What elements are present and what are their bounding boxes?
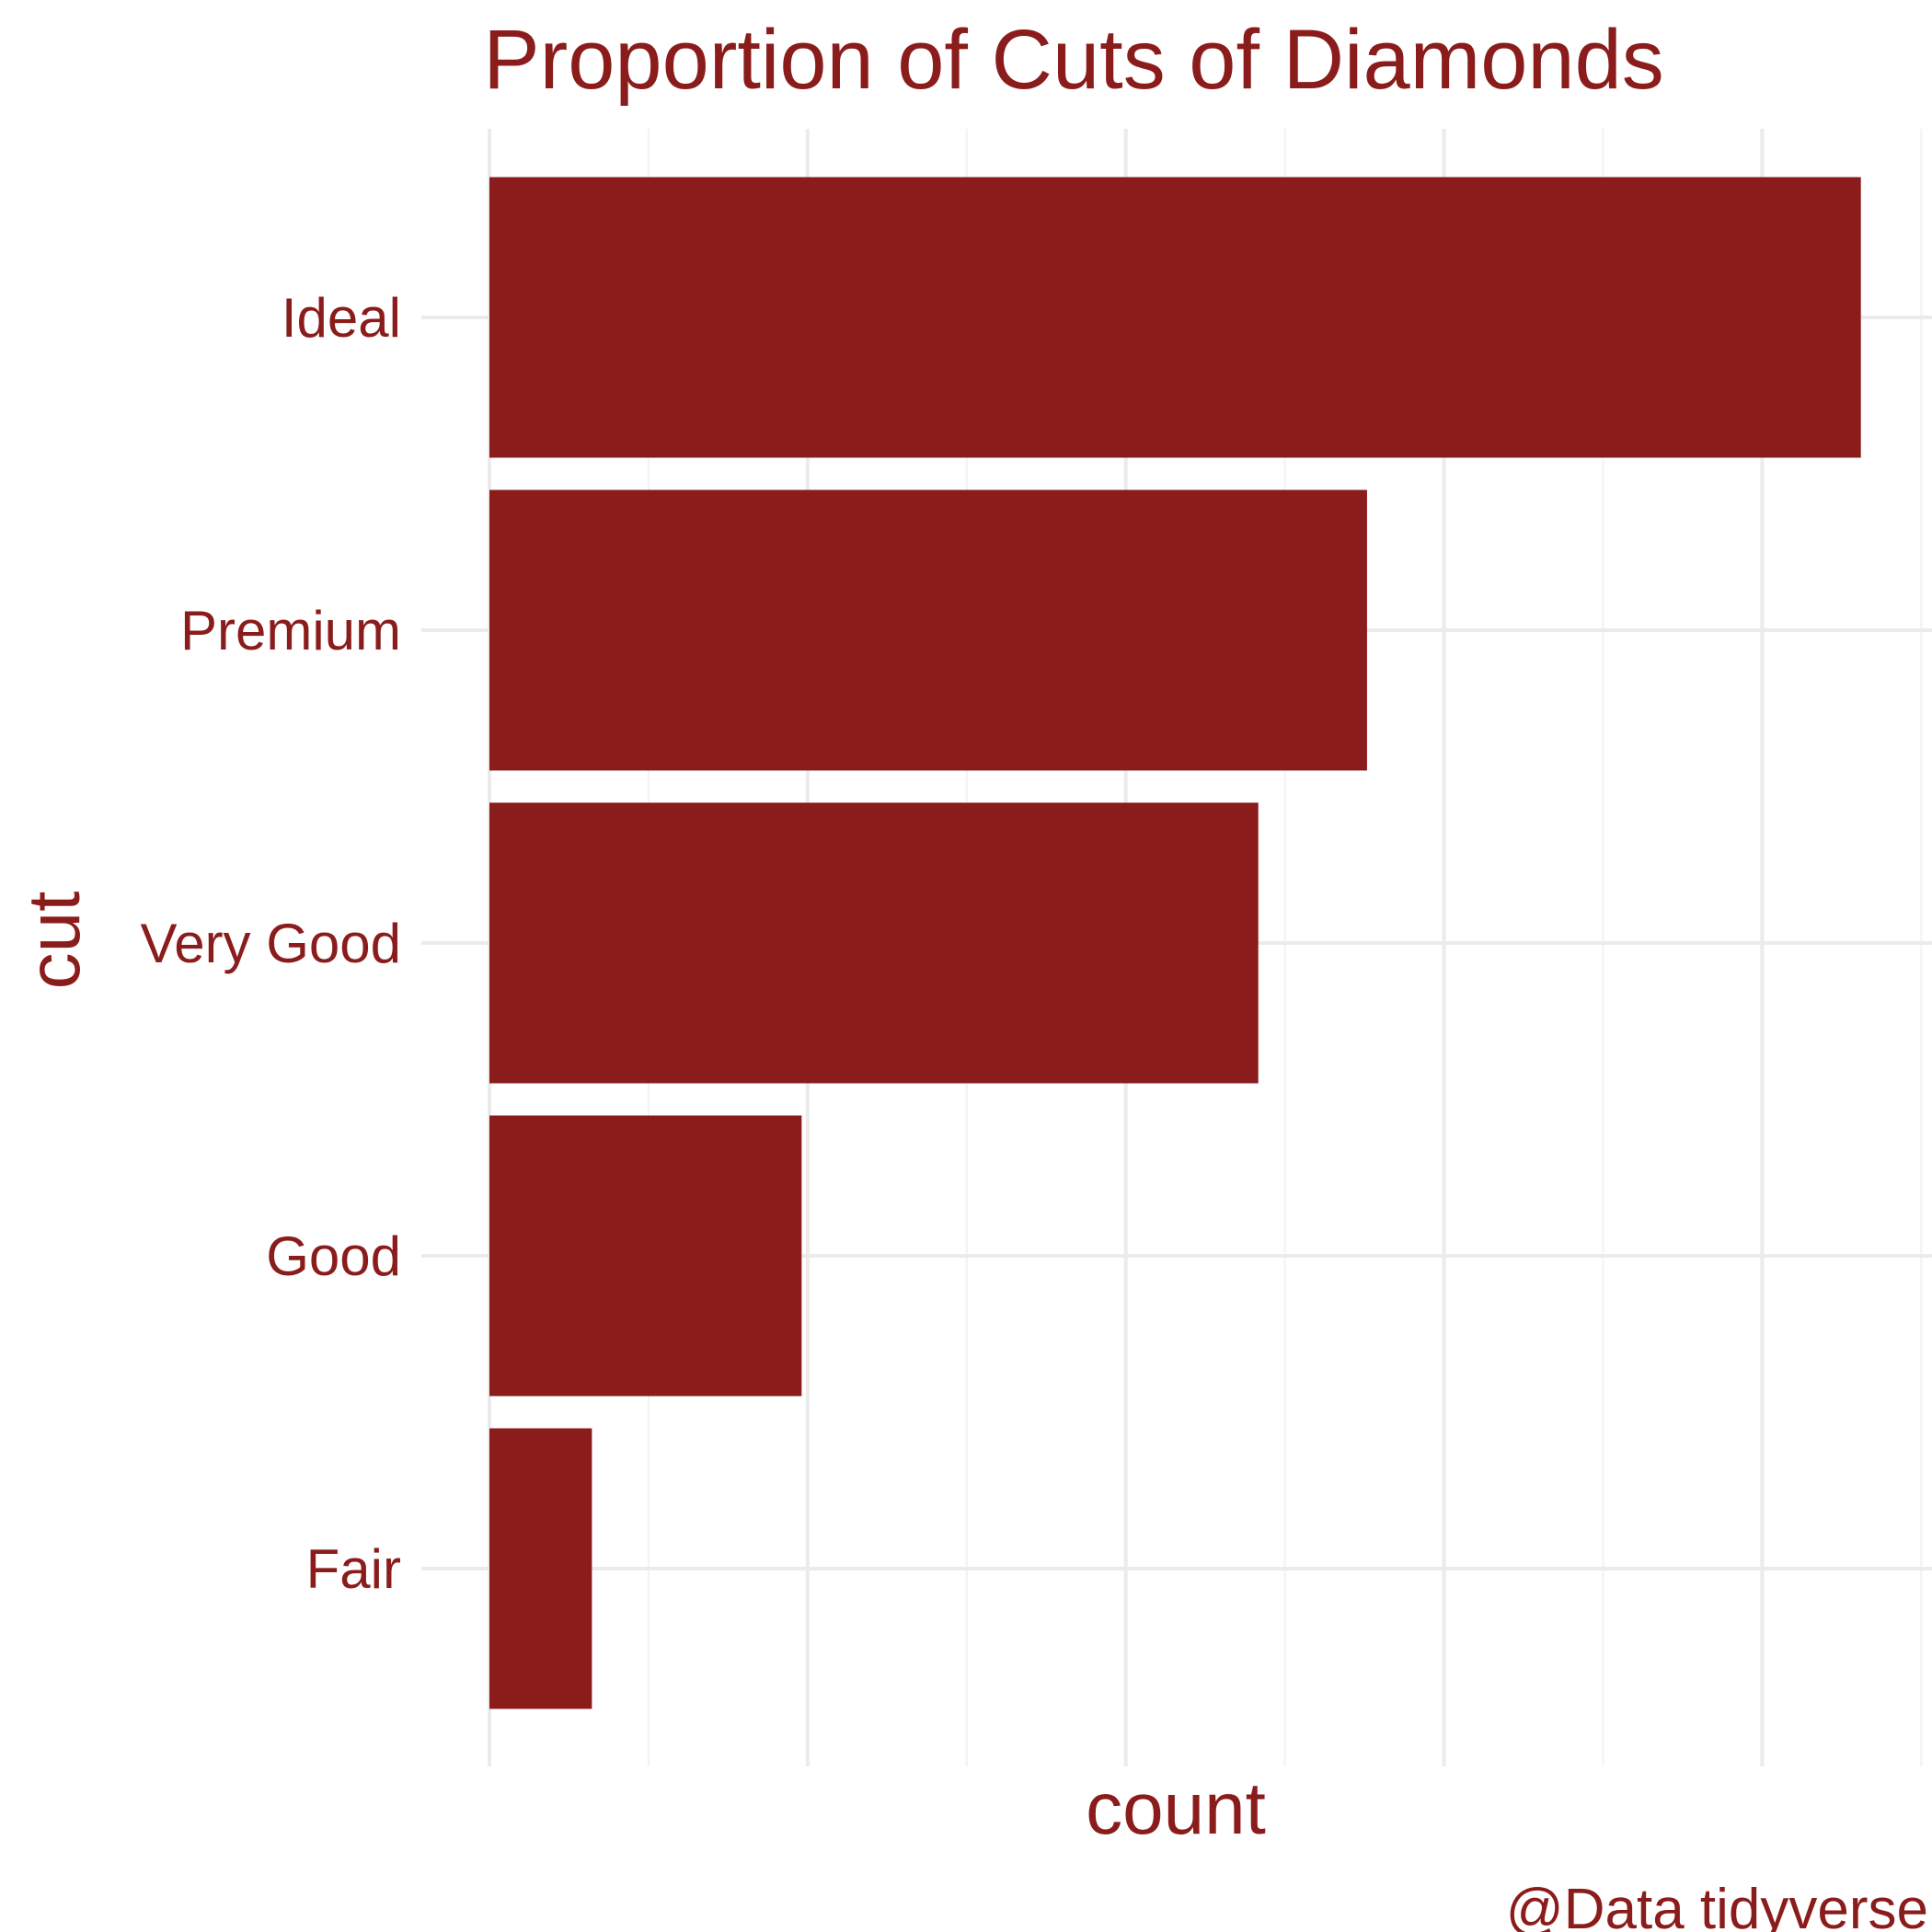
- y-axis-label: cut: [13, 891, 95, 990]
- bar-fair: [489, 1428, 592, 1709]
- y-tick-label: Very Good: [140, 913, 401, 974]
- y-tick-label: Ideal: [282, 287, 401, 349]
- chart-title: Proportion of Cuts of Diamonds: [483, 13, 1664, 107]
- bar-ideal: [489, 177, 1861, 458]
- y-tick-labels: Fair Good Very Good Premium Ideal: [140, 287, 401, 1600]
- bar-premium: [489, 489, 1367, 771]
- y-tick-label: Good: [266, 1225, 401, 1287]
- x-axis-label: count: [1086, 1767, 1266, 1849]
- y-tick-label: Fair: [306, 1538, 401, 1600]
- bars: [489, 177, 1861, 1709]
- bar-very-good: [489, 802, 1259, 1084]
- chart-caption: @Data tidyverse: [1506, 1878, 1928, 1932]
- y-tick-label: Premium: [180, 600, 401, 661]
- bar-good: [489, 1115, 802, 1397]
